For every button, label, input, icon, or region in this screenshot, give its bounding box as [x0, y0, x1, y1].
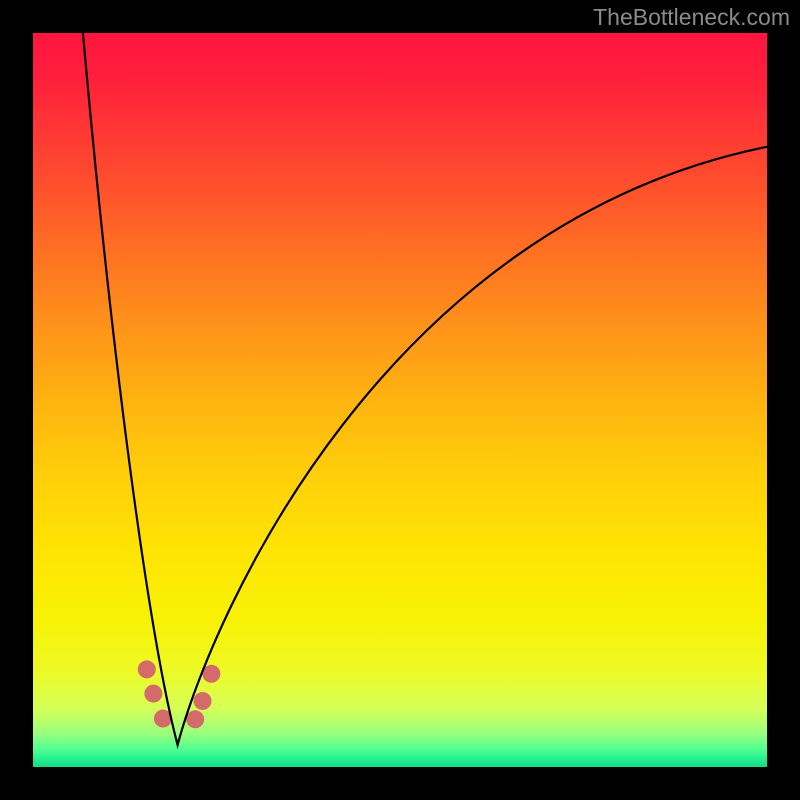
data-marker: [202, 665, 220, 683]
frame-right: [767, 0, 800, 800]
data-marker: [138, 660, 156, 678]
data-marker: [186, 710, 204, 728]
data-marker: [194, 692, 212, 710]
watermark-text: TheBottleneck.com: [593, 4, 790, 31]
bottleneck-chart: [33, 33, 767, 767]
data-marker: [144, 685, 162, 703]
frame-bottom: [0, 767, 800, 800]
frame-left: [0, 0, 33, 800]
gradient-background: [33, 33, 767, 767]
